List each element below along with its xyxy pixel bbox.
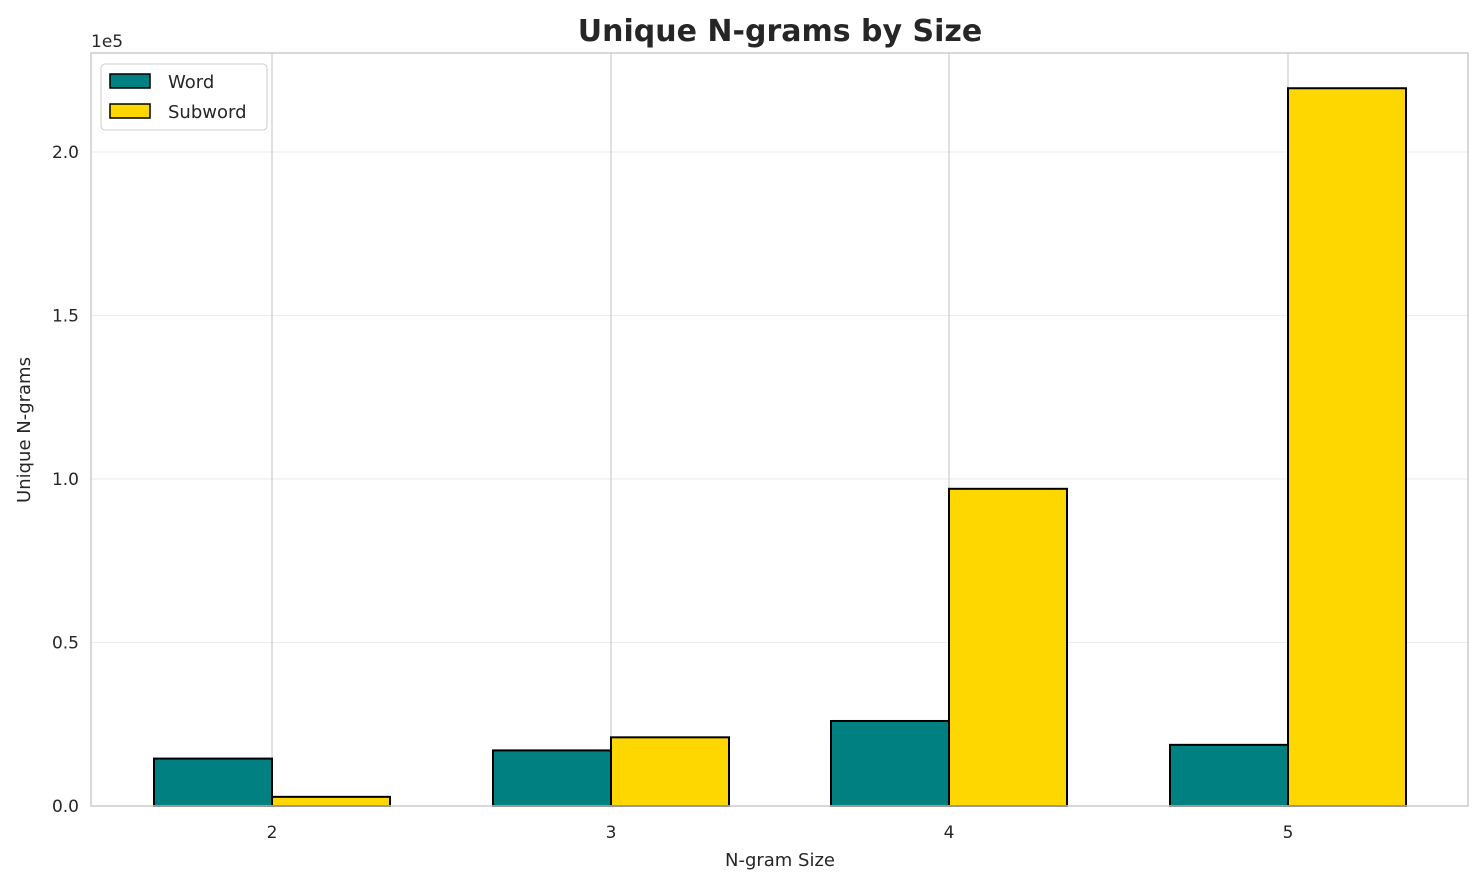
legend-label: Subword [168,102,247,123]
plot-frame [90,52,1469,807]
bar-subword [948,487,1068,807]
bar-subword [610,736,730,808]
bar-word [830,719,950,807]
y-offset-label: 1e5 [91,32,123,52]
bar-subword [1287,87,1407,808]
x-axis-label: N-gram Size [725,850,835,871]
plot-area [91,53,1468,806]
bar-word [153,757,273,808]
x-tick-label: 5 [1283,823,1294,843]
legend-label: Word [168,72,214,93]
legend-swatch-word [109,73,151,89]
y-tick-label: 1.0 [52,470,79,490]
bar-subword [271,795,391,807]
y-axis-label: Unique N-grams [14,357,35,503]
y-tick-label: 0.0 [52,797,79,817]
y-tick-label: 1.5 [52,307,79,327]
legend-swatch-subword [109,103,151,119]
y-tick-label: 0.5 [52,634,79,654]
x-tick-label: 2 [267,823,278,843]
chart-title: Unique N-grams by Size [578,14,982,49]
y-tick-label: 2.0 [52,143,79,163]
x-tick-label: 4 [944,823,955,843]
bar-word [1169,743,1289,808]
x-tick-label: 3 [606,823,617,843]
bar-word [492,749,612,807]
